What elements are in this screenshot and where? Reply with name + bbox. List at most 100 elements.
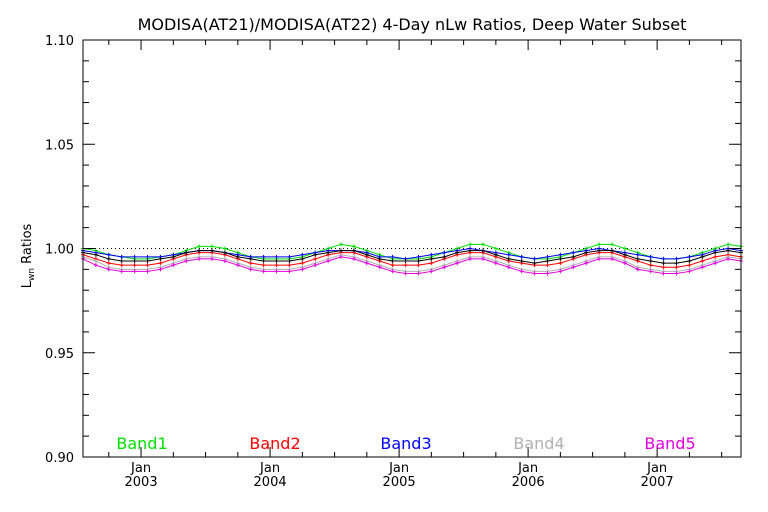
- data-point: [532, 261, 537, 266]
- data-point: [571, 254, 576, 259]
- x-tick-year: 2005: [383, 475, 416, 490]
- data-point: [700, 254, 705, 259]
- data-point: [545, 271, 550, 276]
- data-point: [661, 265, 666, 270]
- data-point: [726, 242, 731, 247]
- data-point: [468, 256, 473, 261]
- data-point: [468, 248, 473, 253]
- data-point: [571, 265, 576, 270]
- data-point: [287, 259, 292, 264]
- data-point: [622, 252, 627, 257]
- data-point: [339, 254, 344, 259]
- data-point: [532, 271, 537, 276]
- data-point: [687, 263, 692, 268]
- data-point: [210, 244, 215, 249]
- data-point: [132, 259, 137, 264]
- x-tick-month: Jan: [517, 461, 538, 476]
- data-point: [210, 256, 215, 261]
- legend-entry-band3: Band3: [380, 434, 431, 453]
- data-point: [300, 252, 305, 257]
- data-point: [635, 256, 640, 261]
- data-point: [119, 263, 124, 268]
- data-point: [519, 254, 524, 259]
- data-point: [480, 242, 485, 247]
- data-point: [339, 242, 344, 247]
- data-point: [674, 256, 679, 261]
- series-line-5: [82, 256, 742, 275]
- data-point: [274, 263, 279, 268]
- y-tick-label: 1.05: [45, 138, 74, 153]
- data-point: [184, 250, 189, 255]
- data-point: [429, 261, 434, 266]
- data-point: [171, 254, 176, 259]
- data-point: [274, 259, 279, 264]
- data-point: [429, 256, 434, 261]
- data-point: [313, 252, 318, 257]
- y-axis-label-main: L: [20, 280, 35, 288]
- data-point: [519, 259, 524, 264]
- data-point: [93, 252, 98, 257]
- data-point: [145, 269, 150, 274]
- data-point: [622, 246, 627, 251]
- data-point: [416, 271, 421, 276]
- data-point: [532, 256, 537, 261]
- data-point: [609, 248, 614, 253]
- data-point: [364, 261, 369, 266]
- data-point: [145, 259, 150, 264]
- data-point: [93, 263, 98, 268]
- data-point: [493, 252, 498, 257]
- data-point: [674, 265, 679, 270]
- data-point: [274, 254, 279, 259]
- data-point: [597, 256, 602, 261]
- data-point: [145, 263, 150, 268]
- data-point: [235, 263, 240, 268]
- data-point: [558, 252, 563, 257]
- data-point: [622, 261, 627, 266]
- data-point: [726, 256, 731, 261]
- data-point: [558, 256, 563, 261]
- data-point: [726, 248, 731, 253]
- y-tick-label: 1.10: [45, 34, 74, 49]
- plot-area: 0.900.951.001.051.10Jan2003Jan2004Jan200…: [45, 34, 743, 490]
- series-line-6: [82, 250, 742, 264]
- data-point: [455, 261, 460, 266]
- y-axis-label-sub: wn: [27, 268, 37, 281]
- data-point: [661, 256, 666, 261]
- data-point: [390, 269, 395, 274]
- data-point: [455, 250, 460, 255]
- series-line-2: [82, 252, 742, 268]
- data-point: [132, 254, 137, 259]
- data-point: [390, 263, 395, 268]
- data-point: [493, 261, 498, 266]
- data-point: [687, 269, 692, 274]
- data-point: [351, 256, 356, 261]
- y-tick-label: 1.00: [45, 243, 74, 258]
- x-tick-month: Jan: [130, 461, 151, 476]
- data-point: [480, 248, 485, 253]
- data-point: [222, 259, 227, 264]
- data-point: [609, 242, 614, 247]
- data-point: [661, 271, 666, 276]
- data-point: [545, 263, 550, 268]
- data-point: [235, 254, 240, 259]
- data-point: [700, 265, 705, 270]
- data-point: [429, 252, 434, 257]
- data-point: [674, 261, 679, 266]
- data-point: [364, 252, 369, 257]
- data-point: [429, 269, 434, 274]
- data-point: [687, 259, 692, 264]
- data-point: [468, 242, 473, 247]
- data-point: [442, 250, 447, 255]
- x-tick-year: 2006: [512, 475, 545, 490]
- x-tick-month: Jan: [388, 461, 409, 476]
- data-point: [158, 256, 163, 261]
- data-point: [326, 259, 331, 264]
- y-tick-label: 0.90: [45, 451, 74, 466]
- data-point: [261, 254, 266, 259]
- data-point: [545, 254, 550, 259]
- y-axis-label-rest: Ratios: [20, 223, 35, 268]
- data-point: [648, 263, 653, 268]
- data-point: [351, 244, 356, 249]
- x-tick-month: Jan: [259, 461, 280, 476]
